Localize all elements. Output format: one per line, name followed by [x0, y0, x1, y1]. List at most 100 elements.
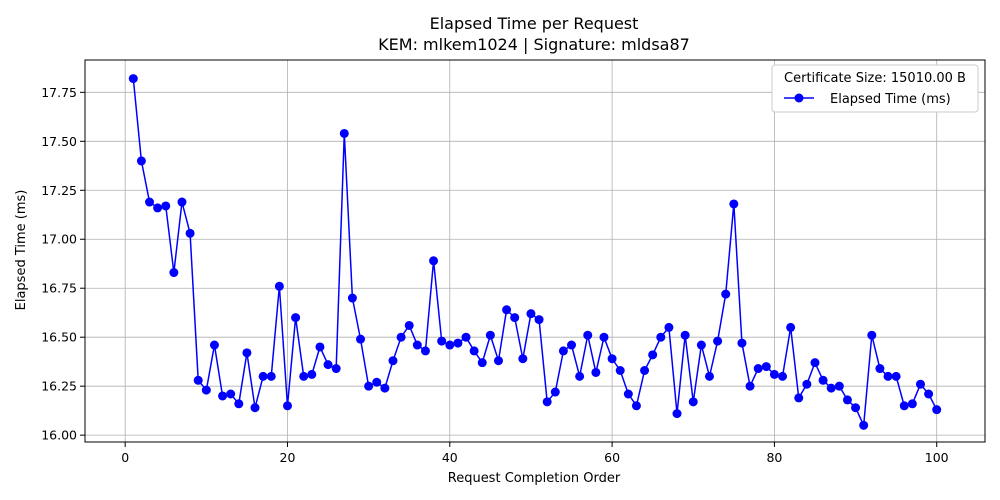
y-tick-label: 16.75	[41, 281, 77, 296]
data-point	[477, 358, 487, 368]
data-point	[786, 322, 796, 332]
data-point	[412, 340, 422, 350]
data-point	[388, 356, 398, 366]
data-point	[891, 371, 901, 381]
data-point	[299, 371, 309, 381]
data-point	[380, 383, 390, 393]
legend-marker-swatch	[794, 93, 804, 103]
data-point	[201, 385, 211, 395]
data-point	[274, 281, 284, 291]
y-tick-label: 17.25	[41, 183, 77, 198]
data-point	[153, 203, 163, 213]
data-point	[550, 387, 560, 397]
data-point	[664, 322, 674, 332]
data-point	[339, 128, 349, 138]
data-point	[331, 364, 341, 374]
data-point	[915, 379, 925, 389]
data-point	[518, 354, 528, 364]
data-point	[502, 305, 512, 315]
data-point	[696, 340, 706, 350]
data-point	[875, 364, 885, 374]
data-point	[640, 365, 650, 375]
data-point	[429, 256, 439, 266]
axis-ticks: 0 20 40 60 80 100 16.00 16.25 16.50 16.75 17.00 17.…	[41, 85, 948, 465]
series-elapsed-time	[128, 74, 942, 430]
data-point	[851, 403, 861, 413]
data-point	[242, 348, 252, 358]
y-tick-label: 16.00	[41, 428, 77, 443]
data-point	[420, 346, 430, 356]
data-point	[193, 375, 203, 385]
x-tick-label: 40	[442, 450, 458, 465]
data-point	[648, 350, 658, 360]
data-point	[493, 356, 503, 366]
legend-series-label: Elapsed Time (ms)	[830, 92, 951, 107]
x-tick-label: 100	[925, 450, 949, 465]
y-axis-label: Elapsed Time (ms)	[14, 190, 29, 311]
data-point	[753, 364, 763, 374]
data-point	[128, 74, 138, 84]
data-point	[729, 199, 739, 209]
data-point	[567, 340, 577, 350]
data-point	[234, 399, 244, 409]
data-point	[769, 369, 779, 379]
data-point	[510, 313, 520, 323]
data-point	[323, 360, 333, 370]
data-point	[161, 201, 171, 211]
data-point	[615, 365, 625, 375]
data-point	[688, 397, 698, 407]
data-point	[761, 362, 771, 372]
data-point	[907, 399, 917, 409]
data-point	[818, 375, 828, 385]
data-point	[704, 371, 714, 381]
legend-box	[771, 64, 979, 113]
x-tick-label: 60	[604, 450, 620, 465]
chart-title: Elapsed Time per Request	[430, 14, 639, 33]
data-point	[209, 340, 219, 350]
data-point	[291, 313, 301, 323]
data-point	[794, 393, 804, 403]
x-axis-label: Request Completion Order	[448, 471, 621, 486]
data-point	[591, 367, 601, 377]
data-point	[899, 401, 909, 411]
gridlines	[85, 60, 985, 442]
data-point	[802, 379, 812, 389]
data-point	[810, 358, 820, 368]
data-point	[924, 389, 934, 399]
data-point	[226, 389, 236, 399]
data-point	[834, 381, 844, 391]
y-tick-label: 16.50	[41, 330, 77, 345]
data-point	[461, 332, 471, 342]
y-tick-label: 16.25	[41, 379, 77, 394]
data-point	[575, 371, 585, 381]
data-point	[721, 289, 731, 299]
data-point	[631, 401, 641, 411]
y-tick-label: 17.50	[41, 134, 77, 149]
data-point	[534, 315, 544, 325]
data-point	[282, 401, 292, 411]
data-point	[250, 403, 260, 413]
y-tick-label: 17.00	[41, 232, 77, 247]
data-point	[266, 371, 276, 381]
data-point	[932, 405, 942, 415]
data-point	[607, 354, 617, 364]
data-point	[623, 389, 633, 399]
data-point	[745, 381, 755, 391]
data-point	[453, 338, 463, 348]
data-point	[177, 197, 187, 207]
data-point	[842, 395, 852, 405]
data-point	[347, 293, 357, 303]
data-point	[356, 334, 366, 344]
data-point	[599, 332, 609, 342]
chart-subtitle: KEM: mlkem1024 | Signature: mldsa87	[378, 35, 690, 54]
data-point	[826, 383, 836, 393]
x-tick-label: 0	[121, 450, 129, 465]
data-point	[258, 371, 268, 381]
data-point	[542, 397, 552, 407]
legend-title: Certificate Size: 15010.00 B	[784, 71, 966, 86]
data-point	[218, 391, 228, 401]
series-line	[132, 78, 938, 427]
data-point	[372, 377, 382, 387]
data-point	[364, 381, 374, 391]
data-point	[404, 320, 414, 330]
